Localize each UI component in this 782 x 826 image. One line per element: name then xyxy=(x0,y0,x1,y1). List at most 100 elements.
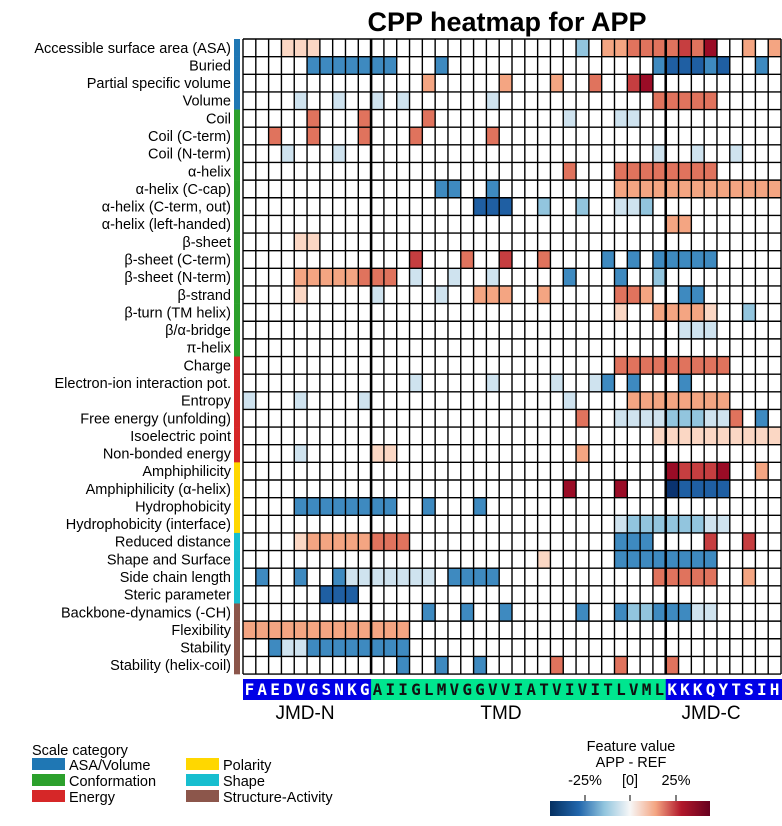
heatmap-cell xyxy=(524,321,538,339)
heatmap-cell xyxy=(294,568,308,586)
heatmap-cell xyxy=(345,638,359,657)
heatmap-cell xyxy=(281,215,295,234)
heatmap-cell xyxy=(729,39,743,57)
heatmap-cell xyxy=(563,197,577,216)
heatmap-cell xyxy=(678,250,692,269)
heatmap-cell xyxy=(550,550,564,569)
heatmap-cell xyxy=(332,638,346,657)
heatmap-cell xyxy=(729,427,743,445)
heatmap-cell xyxy=(652,462,666,480)
heatmap-cell xyxy=(550,585,564,604)
heatmap-cell xyxy=(396,321,410,339)
heatmap-cell xyxy=(704,197,717,216)
heatmap-cell xyxy=(755,303,769,322)
heatmap-cell xyxy=(755,585,769,604)
heatmap-cell xyxy=(588,321,602,339)
heatmap-cell xyxy=(627,127,641,145)
heatmap-cell xyxy=(396,285,410,304)
heatmap-cell xyxy=(460,39,474,57)
heatmap-cell xyxy=(294,338,308,357)
heatmap-cell xyxy=(371,568,384,586)
heatmap-cell xyxy=(460,144,474,163)
heatmap-cell xyxy=(678,515,692,533)
amino-acid-letter: M xyxy=(642,680,652,699)
amino-acid-letter: S xyxy=(744,680,754,699)
category-bar-segment xyxy=(234,638,240,657)
heatmap-cell xyxy=(345,250,359,269)
heatmap-cell xyxy=(435,180,448,198)
heatmap-cell xyxy=(729,603,743,622)
heatmap-cell xyxy=(627,162,641,181)
heatmap-cell xyxy=(358,480,372,498)
heatmap-cell xyxy=(691,197,705,216)
heatmap-cell xyxy=(294,391,308,410)
heatmap-cell xyxy=(447,56,461,75)
heatmap-cell xyxy=(768,497,782,516)
heatmap-cell xyxy=(396,568,410,586)
heatmap-cell xyxy=(460,250,474,269)
heatmap-cell xyxy=(255,250,269,269)
heatmap-cell xyxy=(742,497,756,516)
heatmap-cell xyxy=(678,74,692,92)
category-bar-segment xyxy=(234,532,240,551)
heatmap-cell xyxy=(435,39,448,57)
amino-acid-letter: N xyxy=(334,680,344,699)
sequence-cell xyxy=(512,679,526,700)
heatmap-cell xyxy=(268,268,282,286)
heatmap-cell xyxy=(665,338,679,357)
heatmap-cell xyxy=(371,303,384,322)
heatmap-cell xyxy=(729,585,743,604)
heatmap-cell xyxy=(447,109,461,128)
heatmap-cell xyxy=(319,480,333,498)
row-labels: Accessible surface area (ASA)BuriedParti… xyxy=(34,41,231,674)
heatmap-cell xyxy=(640,427,653,445)
heatmap-cell xyxy=(550,427,564,445)
heatmap-cell xyxy=(640,532,653,551)
heatmap-cell xyxy=(588,39,602,57)
heatmap-cell xyxy=(537,656,551,675)
colorbar-tick-label: -25% xyxy=(568,773,602,789)
heatmap-cell xyxy=(255,391,269,410)
heatmap-cell xyxy=(422,180,436,198)
heatmap-cell xyxy=(332,285,346,304)
heatmap-cell xyxy=(473,215,487,234)
heatmap-cell xyxy=(371,250,384,269)
heatmap-cell xyxy=(409,621,423,639)
heatmap-cell xyxy=(307,338,320,357)
heatmap-cell xyxy=(704,303,717,322)
heatmap-cell xyxy=(768,638,782,657)
row-label: Flexibility xyxy=(171,623,231,639)
heatmap-cell xyxy=(268,480,282,498)
heatmap-cell xyxy=(332,444,346,463)
heatmap-cell xyxy=(755,515,769,533)
heatmap-cell xyxy=(678,197,692,216)
heatmap-cell xyxy=(755,568,769,586)
heatmap-cell xyxy=(716,621,730,639)
heatmap-cell xyxy=(243,497,256,516)
heatmap-cell xyxy=(588,144,602,163)
heatmap-cell xyxy=(435,532,448,551)
heatmap-cell xyxy=(691,233,705,251)
heatmap-cell xyxy=(396,391,410,410)
heatmap-cell xyxy=(729,338,743,357)
heatmap-cell xyxy=(383,233,397,251)
heatmap-cell xyxy=(601,109,615,128)
heatmap-cell xyxy=(550,621,564,639)
heatmap-cell xyxy=(435,427,448,445)
heatmap-cell xyxy=(294,268,308,286)
heatmap-cell xyxy=(652,39,666,57)
heatmap-cell xyxy=(358,638,372,657)
heatmap-cell xyxy=(768,303,782,322)
heatmap-cell xyxy=(268,444,282,463)
heatmap-cell xyxy=(383,656,397,675)
heatmap-cell xyxy=(435,497,448,516)
heatmap-cell xyxy=(486,409,500,428)
heatmap-cell xyxy=(307,391,320,410)
heatmap-cell xyxy=(422,338,436,357)
heatmap-cell xyxy=(768,197,782,216)
heatmap-cell xyxy=(409,338,423,357)
heatmap-cell xyxy=(294,638,308,657)
heatmap-cell xyxy=(409,180,423,198)
heatmap-cell xyxy=(691,497,705,516)
